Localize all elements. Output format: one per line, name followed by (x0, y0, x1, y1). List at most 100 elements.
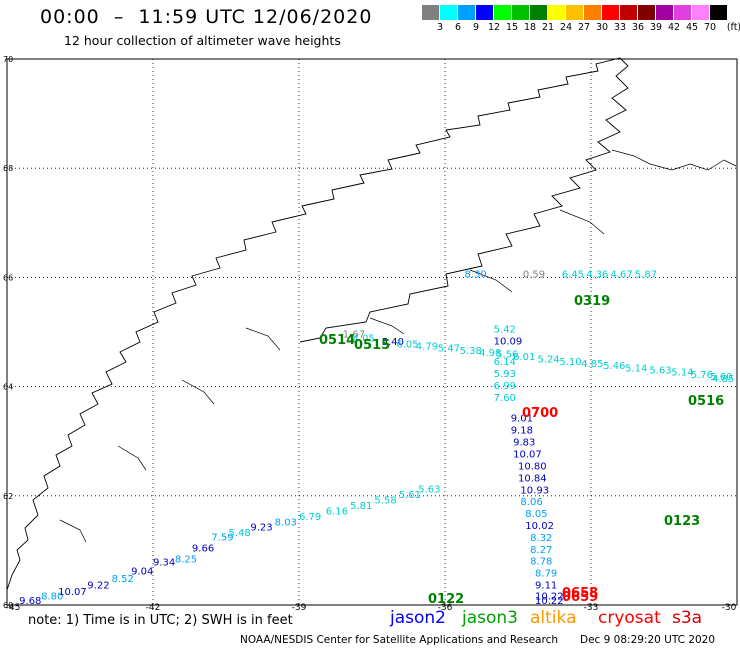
swh-value-label: 5.63 (649, 365, 671, 376)
swh-value-label: 8.52 (112, 574, 134, 585)
greenland-coast-fjords (59, 149, 737, 543)
swh-value-label: 5.10 (559, 357, 581, 368)
legend-label: 45 (685, 22, 699, 33)
satellite-altika: altika (530, 608, 577, 628)
swh-value-label: 5.46 (603, 361, 625, 372)
lat-tick-label: 68 (3, 164, 13, 173)
swh-value-label: 4.79 (416, 341, 438, 352)
legend-swatch (458, 5, 475, 20)
swh-value-label: 5.87 (635, 269, 657, 280)
greenland-coastline (6, 57, 629, 591)
swh-value-label: 10.93 (520, 486, 549, 497)
legend-swatch (476, 5, 493, 20)
legend-swatch (620, 5, 637, 20)
swh-value-label: 8.32 (530, 533, 552, 544)
lon-tick-label: -36 (438, 603, 453, 613)
swh-value-label: 4.67 (610, 269, 632, 280)
swh-value-label: 10.80 (518, 462, 547, 473)
pass-label: 0658 (562, 586, 598, 601)
swh-value-label: 5.14 (625, 363, 647, 374)
legend-swatch (440, 5, 457, 20)
legend-label: 6 (454, 22, 462, 33)
legend-unit: (ft) (726, 22, 740, 33)
legend-label: 36 (631, 22, 645, 33)
swh-value-label: 7.60 (494, 393, 516, 404)
legend-label: 39 (649, 22, 663, 33)
map-title: 00:00 – 11:59 UTC 12/06/2020 (40, 6, 373, 28)
legend-label: 9 (472, 22, 480, 33)
legend-swatch (422, 5, 439, 20)
swh-value-label: 8.25 (175, 554, 197, 565)
lon-tick-label: -39 (292, 603, 307, 613)
swh-value-label: 5.81 (350, 501, 372, 512)
swh-value-label: 9.18 (511, 426, 533, 437)
lat-tick-label: 64 (3, 383, 13, 392)
legend-swatch (584, 5, 601, 20)
swh-value-label: 0.59 (523, 269, 545, 280)
swh-value-label: 10.02 (525, 521, 554, 532)
pass-label: 0700 (522, 406, 558, 421)
swh-value-label: 5.63 (418, 485, 440, 496)
map-frame (6, 58, 738, 606)
swh-value-label: 8.27 (530, 545, 552, 556)
swh-value-label: 5.76 (691, 370, 713, 381)
color-legend: 3 6 9 12 15 18 21 24 27 30 33 36 39 42 45 70 (ft) (422, 5, 740, 35)
swh-value-label: 6.79 (299, 512, 321, 523)
swh-value-label: 10.07 (513, 450, 542, 461)
lat-tick-label: 60 (3, 601, 13, 610)
pass-label: 0515 (354, 338, 390, 353)
legend-label: 70 (703, 22, 717, 33)
swh-value-label: 6.99 (494, 381, 516, 392)
units-note: note: 1) Time is in UTC; 2) SWH is in fe… (28, 613, 293, 628)
swh-value-label: 5.38 (460, 346, 482, 357)
legend-label: 15 (505, 22, 519, 33)
swh-value-label: 10.22 (535, 596, 564, 607)
swh-value-label: 5.47 (438, 344, 460, 355)
swh-value-label: 5.24 (537, 355, 559, 366)
pass-label: 0123 (664, 514, 700, 529)
legend-swatch (638, 5, 655, 20)
swh-value-label: 8.78 (530, 557, 552, 568)
swh-value-label: 10.07 (58, 587, 87, 598)
legend-swatch (512, 5, 529, 20)
swh-value-label: 8.80 (41, 592, 63, 603)
swh-value-label: 5.42 (494, 325, 516, 336)
legend-label: 30 (595, 22, 609, 33)
swh-value-label: 6.16 (326, 506, 348, 517)
swh-value-label: 5.93 (494, 369, 516, 380)
swh-value-label: 10.84 (518, 474, 547, 485)
pass-label: 0659 (562, 590, 598, 605)
legend-label: 27 (577, 22, 591, 33)
satellite-cryosat: cryosat (598, 608, 661, 628)
swh-value-label: 10.09 (494, 337, 523, 348)
axis-tick-labels: 70 68 66 64 62 60-45 -42 -39 -36 -33 -30 (3, 55, 737, 613)
swh-value-label: 10.22 (535, 592, 564, 603)
legend-label: 42 (667, 22, 681, 33)
lon-tick-label: -33 (584, 603, 599, 613)
legend-swatch (656, 5, 673, 20)
legend-swatch (692, 5, 709, 20)
swh-value-label: 5.40 (382, 337, 404, 348)
swh-value-label: 9.68 (19, 596, 41, 607)
map-subtitle: 12 hour collection of altimeter wave hei… (64, 33, 341, 48)
credit-line: NOAA/NESDIS Center for Satellite Applica… (240, 634, 558, 646)
swh-value-label: 5.61 (399, 490, 421, 501)
legend-swatch (674, 5, 691, 20)
swh-value-label: 9.04 (131, 566, 153, 577)
legend-swatch (602, 5, 619, 20)
lat-tick-label: 62 (3, 492, 13, 501)
legend-swatch (566, 5, 583, 20)
swh-labels: 1.674.05 5.406.054.79 5.47 5.384.985.566.01… (19, 269, 734, 607)
swh-value-label: 8.30 (464, 269, 486, 280)
legend-swatch (494, 5, 511, 20)
lat-tick-label: 70 (3, 55, 13, 64)
swh-value-label: 7.59 (211, 533, 233, 544)
legend-label: 33 (613, 22, 627, 33)
satellite-s3a: s3a (672, 608, 703, 628)
lat-lon-grid (7, 59, 737, 605)
legend-label: 18 (523, 22, 537, 33)
swh-value-label: 9.66 (192, 543, 214, 554)
swh-value-label: 4.98 (479, 348, 501, 359)
swh-value-label: 5.48 (228, 528, 250, 539)
legend-label: 3 (436, 22, 444, 33)
